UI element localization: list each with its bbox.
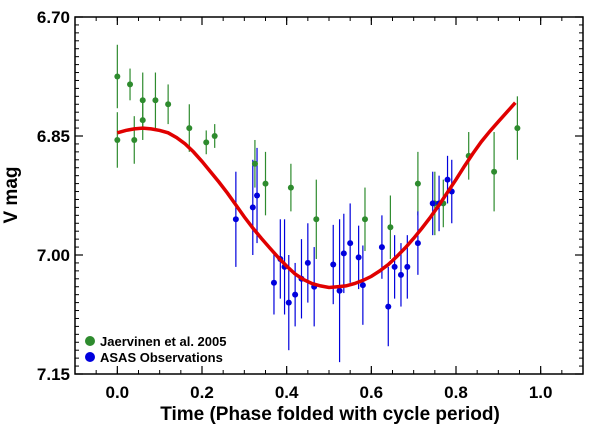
asas-data-point [414,240,421,247]
jaervinen-data-point [165,101,172,108]
jaervinen-data-point [114,136,121,143]
asas-data-point [385,303,392,310]
y-tick-label: 6.85 [37,127,70,146]
asas-data-point [285,299,292,306]
asas-data-point [270,279,277,286]
data-points [114,73,521,310]
asas-data-point [330,261,337,268]
asas-data-point [391,263,398,270]
asas-data-point [429,200,436,207]
asas-data-point [232,216,239,223]
jaervinen-data-point [251,160,258,167]
x-tick-label: 0.0 [106,383,130,402]
y-tick-label: 6.70 [37,8,70,27]
plot-frame [74,16,584,375]
asas-data-point [254,192,261,199]
jaervinen-data-point [127,81,134,88]
x-axis-label: Time (Phase folded with cycle period) [160,404,500,425]
legend-label-asas: ASAS Observations [100,350,223,365]
legend-marker-jaervinen [85,336,95,346]
jaervinen-data-point [152,97,159,104]
jaervinen-data-point [313,216,320,223]
jaervinen-data-point [131,136,138,143]
y-tick-label: 7.15 [37,365,70,384]
x-tick-label: 0.4 [275,383,299,402]
asas-data-point [404,263,411,270]
y-axis-label: V mag [1,166,22,223]
tick-labels: 0.0 0.2 0.4 0.6 0.8 1.0 6.70 6.85 7.00 7.15 [37,8,553,402]
x-tick-label: 0.2 [190,383,214,402]
error-bars [116,44,518,363]
legend: Jaervinen et al. 2005 ASAS Observations [85,334,226,365]
jaervinen-data-point [287,184,294,191]
asas-data-point [336,287,343,294]
asas-data-point [355,254,362,261]
jaervinen-data-point [211,133,218,139]
model-fit-line [116,101,517,290]
jaervinen-data-point [114,73,121,80]
legend-marker-asas [85,352,95,362]
asas-data-point [444,176,451,183]
jaervinen-data-point [514,125,521,132]
y-tick-label: 7.00 [37,246,70,265]
jaervinen-data-point [203,139,210,146]
asas-data-point [359,282,366,289]
legend-label-jaervinen: Jaervinen et al. 2005 [100,334,226,349]
x-tick-label: 0.8 [444,383,468,402]
asas-data-point [397,271,404,278]
asas-data-point [378,244,385,251]
asas-data-point [292,291,299,298]
jaervinen-data-point [186,125,193,132]
axis-ticks [75,16,583,375]
x-tick-label: 0.6 [360,383,384,402]
jaervinen-data-point [387,224,394,231]
asas-data-point [249,204,256,211]
x-tick-label: 1.0 [529,383,553,402]
jaervinen-data-point [414,180,421,187]
jaervinen-data-point [262,180,269,187]
asas-data-point [347,240,354,247]
asas-data-point [340,250,347,257]
jaervinen-data-point [139,117,146,124]
jaervinen-data-point [361,216,368,223]
jaervinen-data-point [491,168,498,175]
asas-data-point [304,259,311,266]
jaervinen-data-point [139,97,146,104]
